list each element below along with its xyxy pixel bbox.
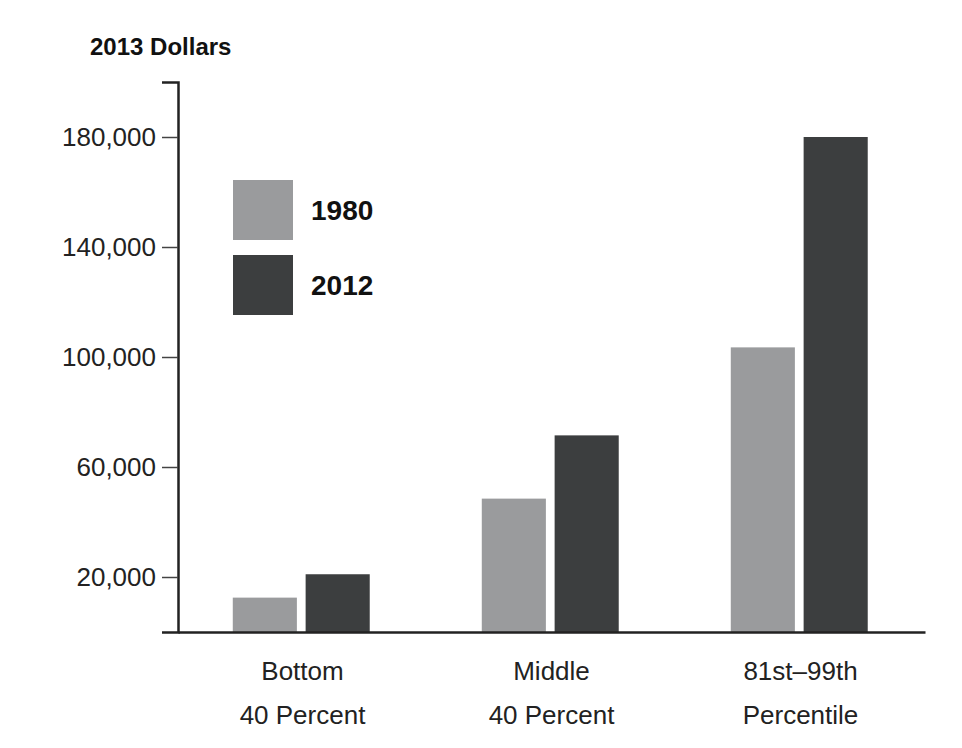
y-axis-line (162, 83, 179, 633)
y-tick-mark (162, 577, 178, 579)
y-tick-label: 20,000 (76, 562, 156, 592)
y-tick: 100,000 (62, 342, 178, 372)
y-axis: 20,000 60,000 100,000 140,000 180,000 (62, 83, 178, 633)
bar (482, 499, 546, 632)
y-tick: 60,000 (76, 452, 178, 482)
y-tick-mark (162, 357, 178, 359)
legend-label: 1980 (311, 195, 373, 226)
y-tick-mark (162, 247, 178, 249)
x-tick-label-line: 40 Percent (240, 700, 367, 730)
bars (233, 137, 868, 632)
x-axis: Bottom 40 Percent Middle 40 Percent 81st–99t… (179, 632, 926, 730)
x-tick: Bottom 40 Percent (240, 632, 367, 730)
y-tick: 140,000 (62, 232, 178, 262)
bar (233, 598, 297, 632)
legend-swatch (233, 255, 293, 315)
y-tick-mark (162, 137, 178, 139)
x-tick-label: 81st–99th Percentile (743, 656, 859, 730)
bar (555, 435, 619, 632)
x-tick-label-line: Bottom (261, 656, 343, 686)
bar (731, 347, 795, 632)
bar (804, 137, 868, 632)
y-tick-mark (162, 467, 178, 469)
y-tick-label: 140,000 (62, 232, 156, 262)
legend: 1980 2012 (233, 180, 373, 315)
chart: 20,000 60,000 100,000 140,000 180,000 Bottom 4… (0, 0, 962, 748)
x-tick-label: Bottom 40 Percent (240, 656, 367, 730)
legend-swatch (233, 180, 293, 240)
y-tick-label: 180,000 (62, 122, 156, 152)
x-tick-label: Middle 40 Percent (489, 656, 616, 730)
x-tick-label-line: 40 Percent (489, 700, 616, 730)
x-axis-line (179, 631, 926, 634)
x-tick-label-line: Middle (513, 656, 590, 686)
x-tick: 81st–99th Percentile (743, 632, 859, 730)
x-tick-label-line: 81st–99th (743, 656, 857, 686)
y-tick-label: 60,000 (76, 452, 156, 482)
x-tick: Middle 40 Percent (489, 632, 616, 730)
x-tick-label-line: Percentile (743, 700, 859, 730)
y-axis-title: 2013 Dollars (90, 33, 231, 60)
y-tick-label: 100,000 (62, 342, 156, 372)
bar (306, 574, 370, 632)
legend-label: 2012 (311, 270, 373, 301)
y-tick: 180,000 (62, 122, 178, 152)
y-tick: 20,000 (76, 562, 178, 592)
